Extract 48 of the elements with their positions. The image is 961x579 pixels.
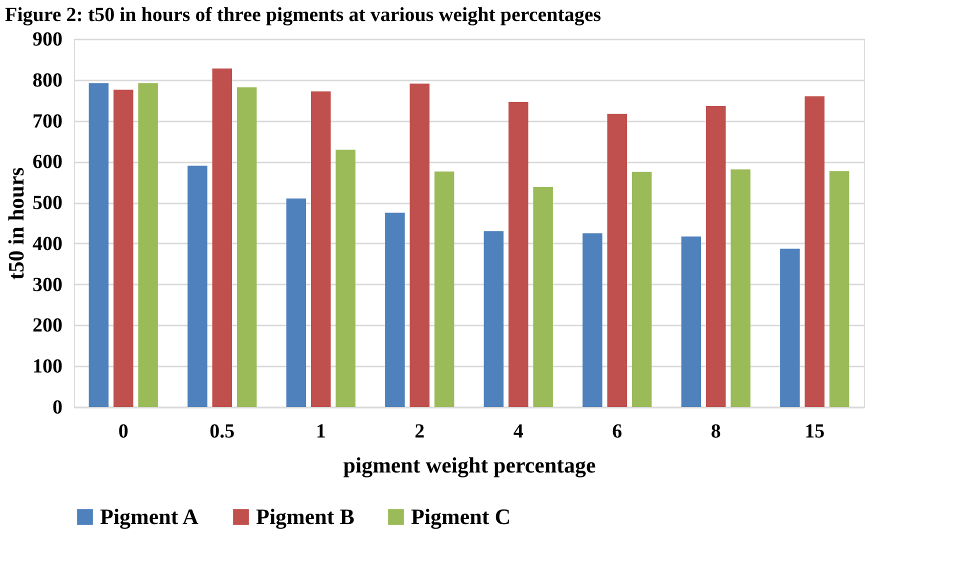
x-axis-title: pigment weight percentage [343,452,596,478]
y-tick-label: 900 [32,28,62,50]
bar [138,83,158,407]
x-tick-label: 15 [804,420,825,442]
bar [212,68,232,407]
bar [336,150,356,407]
bar [780,248,800,407]
chart-title: Figure 2: t50 in hours of three pigments at various weight percentages [5,4,602,26]
x-tick-label: 8 [710,420,721,442]
bar [385,212,405,407]
x-tick-label: 0.5 [210,420,235,442]
legend-label: Pigment A [100,504,198,529]
y-tick-label: 700 [32,110,62,132]
y-tick-label: 200 [32,314,62,337]
y-axis-title: t50 in hours [4,166,28,280]
bar [88,83,109,407]
y-tick-label: 800 [32,69,62,92]
y-tick-label: 300 [32,274,62,296]
bar [311,91,331,407]
legend-label: Pigment B [256,504,355,529]
bar [533,187,553,407]
bar [829,171,850,407]
x-tick-label: 2 [414,420,425,442]
bar [484,231,504,407]
bar [607,114,627,407]
bar [582,233,602,407]
bar [286,198,306,407]
bar [236,87,257,407]
bar [114,90,134,407]
bar [410,84,430,407]
bar [681,236,702,407]
bar [632,172,652,407]
x-tick-label: 6 [612,420,622,442]
y-tick-label: 0 [52,396,62,418]
y-tick-label: 600 [32,151,62,174]
y-tick-label: 100 [32,356,62,378]
bar [706,106,726,407]
bar [188,166,208,407]
x-tick-label: 0 [118,420,128,442]
y-tick-label: 500 [32,192,62,214]
y-tick-label: 400 [32,232,62,255]
x-tick-label: 4 [513,420,524,442]
bar [804,96,824,407]
bar [434,171,454,407]
bar [508,102,528,407]
bar [730,169,750,407]
x-tick-label: 1 [316,420,326,442]
legend-label: Pigment C [411,504,511,529]
